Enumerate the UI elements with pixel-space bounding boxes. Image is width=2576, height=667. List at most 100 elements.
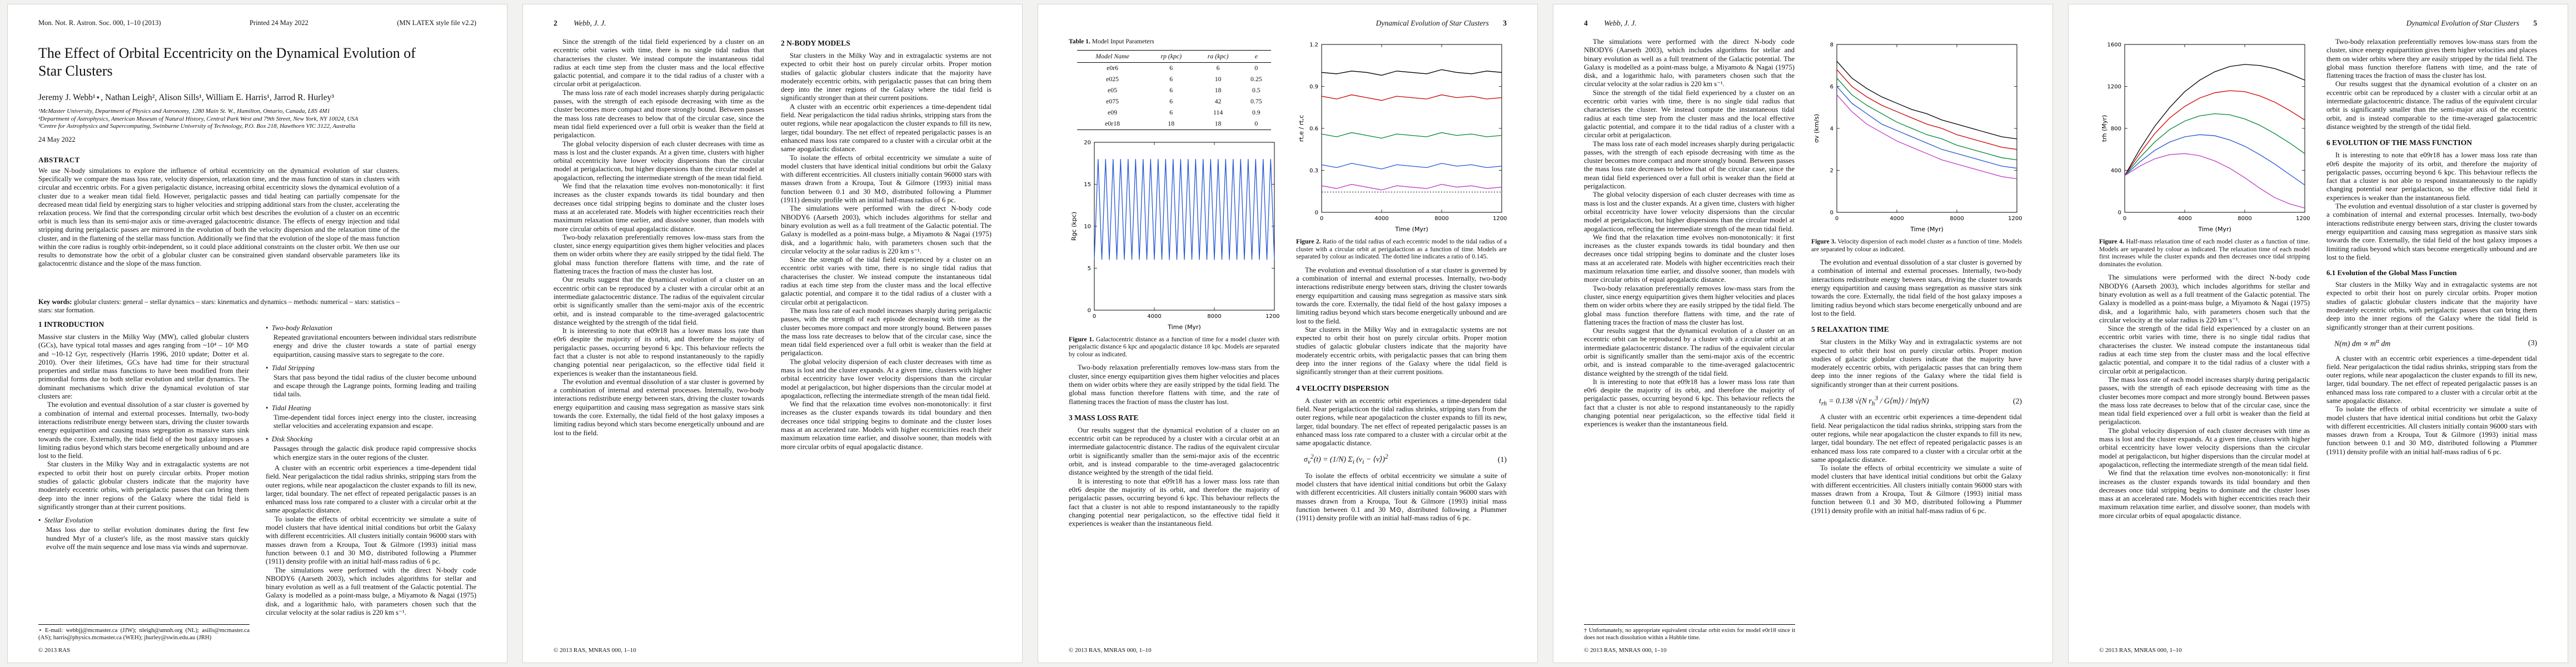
body-paragraph: Star clusters in the Milky Way and in ex… [38, 460, 249, 511]
keywords: Key words: globular clusters: general – … [38, 298, 400, 314]
table-cell: 114 [1213, 108, 1223, 117]
running-header: 2 Webb, J. J. [554, 19, 991, 28]
svg-text:8000: 8000 [2238, 216, 2251, 222]
bullet-description: Stars that pass beyond the tidal radius … [273, 373, 476, 399]
body-paragraph: Star clusters in the Milky Way and in ex… [1811, 338, 2022, 389]
page-4: 4 Webb, J. J. The simulations were perfo… [1553, 4, 2053, 663]
body-paragraph: To isolate the effects of orbital eccent… [781, 153, 991, 205]
svg-text:2: 2 [1830, 168, 1833, 174]
table-cell: 42 [1214, 97, 1222, 106]
figure-1-caption: Figure 1. Galactocentric distance as a f… [1069, 335, 1279, 358]
section-heading-introduction: 1 INTRODUCTION [38, 320, 104, 328]
running-title: Dynamical Evolution of Star Clusters [2406, 19, 2519, 27]
body-paragraph: We find that the relaxation time evolves… [1584, 233, 1795, 284]
table-row: e05 6 18 0.5 [1077, 85, 1271, 96]
body-paragraph: To isolate the effects of orbital eccent… [2326, 405, 2537, 456]
table-header-cell: rp (kpc) [1147, 50, 1195, 63]
bullet-label: Tidal Stripping [266, 364, 476, 372]
bullet-tidal-stripping: Tidal Stripping Stars that pass beyond t… [266, 364, 476, 399]
table-header-cell: e [1241, 50, 1271, 63]
page-number: 5 [2533, 19, 2537, 27]
footnote-dagger: † Unfortunately, no appropriate equivale… [1584, 624, 1795, 641]
svg-text:8: 8 [1830, 42, 1833, 48]
body-paragraph: A cluster with an eccentric orbit experi… [266, 464, 476, 515]
affiliations: ¹McMaster University, Department of Phys… [38, 108, 358, 131]
body-paragraph: The evolution and eventual dissolution o… [1296, 266, 1507, 325]
body-text-block: Since the strength of the tidal field ex… [554, 38, 764, 437]
bullet-two-body-relaxation: Two-body Relaxation Repeated gravitation… [266, 324, 476, 359]
page-number: 4 [1584, 19, 1588, 27]
body-paragraph: The mass loss rate of each model increas… [1584, 140, 1795, 191]
page-number: 2 [554, 19, 557, 27]
body-text-block: The evolution and eventual dissolution o… [1296, 266, 1507, 377]
intro-lead-paragraph: Massive star clusters in the Milky Way (… [38, 333, 249, 401]
page-footer: © 2013 RAS [38, 647, 71, 654]
bullet-description: Time-dependent tidal forces inject energ… [273, 413, 476, 430]
keywords-label: Key words: [38, 298, 72, 306]
svg-text:0: 0 [1315, 210, 1318, 216]
page-2: 2 Webb, J. J. Since the strength of the … [522, 4, 1023, 663]
body-paragraph: Star clusters in the Milky Way and in ex… [1296, 325, 1507, 376]
svg-text:10: 10 [1084, 223, 1091, 230]
svg-text:0: 0 [2123, 216, 2126, 222]
footnote-email: ⋆ E-mail: webbjj@mcmaster.ca (JJW); nlei… [38, 624, 250, 641]
table-1-caption: Table 1. Model Input Parameters [1069, 38, 1154, 45]
body-paragraph: To isolate the effects of orbital eccent… [1811, 464, 2022, 515]
svg-text:20: 20 [1084, 140, 1091, 146]
bullet-tidal-heating: Tidal Heating Time-dependent tidal force… [266, 404, 476, 431]
body-paragraph: It is interesting to note that e09r18 ha… [2326, 151, 2537, 202]
body-paragraph: Two-body relaxation preferentially remov… [1069, 364, 1279, 406]
body-paragraph: The evolution and eventual dissolution o… [1811, 258, 2022, 317]
svg-text:5: 5 [1088, 266, 1091, 272]
body-text-block: Two-body relaxation preferentially remov… [2326, 38, 2537, 131]
table-cell: 6 [1216, 64, 1220, 72]
journal-reference: Mon. Not. R. Astron. Soc. 000, 1–10 (201… [38, 19, 161, 27]
body-paragraph: A cluster with an eccentric orbit experi… [1296, 396, 1507, 447]
body-text-block: A cluster with an eccentric orbit experi… [266, 464, 476, 617]
bullet-label: Stellar Evolution [38, 516, 249, 525]
table-cell: e0r6 [1107, 64, 1119, 72]
running-author: Webb, J. J. [1604, 19, 1637, 27]
body-paragraph: Our results suggest that the dynamical e… [2326, 80, 2537, 131]
table-row: e0r6 6 6 0 [1077, 62, 1271, 74]
style-file-note: (MN LATEX style file v2.2) [397, 19, 476, 27]
affiliation-2: ²Department of Astrophysics, American Mu… [38, 115, 358, 122]
table-header-cell: Model Name [1077, 50, 1148, 63]
section-heading-relaxation-time: 5 RELAXATION TIME [1811, 325, 1889, 334]
page-footer: © 2013 RAS, MNRAS 000, 1–10 [1584, 647, 1667, 654]
body-paragraph: The mass loss rate of each model increas… [781, 306, 991, 357]
page3-column-left: Table 1. Model Input Parameters Model Na… [1069, 38, 1279, 637]
table-1: Model Name rp (kpc) ra (kpc) e e0r6 6 6 0 e025 6 1… [1077, 49, 1271, 130]
running-header: Dynamical Evolution of Star Clusters 5 [2099, 19, 2537, 28]
svg-text:4000: 4000 [1374, 216, 1388, 222]
table-cell: 10 [1214, 75, 1222, 83]
body-paragraph: We find that the relaxation time evolves… [2099, 469, 2310, 520]
body-paragraph: Two-body relaxation preferentially remov… [1584, 284, 1795, 326]
body-text-block: A cluster with an eccentric orbit experi… [1811, 413, 2022, 515]
body-paragraph: Since the strength of the tidal field ex… [554, 38, 764, 88]
body-paragraph: The simulations were performed with the … [781, 205, 991, 255]
abstract-label: ABSTRACT [38, 156, 80, 164]
svg-text:15: 15 [1084, 182, 1091, 188]
svg-text:4000: 4000 [2178, 216, 2191, 222]
body-paragraph: Since the strength of the tidal field ex… [2099, 325, 2310, 375]
body-text-block: The evolution and eventual dissolution o… [1811, 258, 2022, 318]
svg-text:1200: 1200 [2107, 84, 2121, 90]
page4-column-left: The simulations were performed with the … [1584, 38, 1795, 637]
svg-text:800: 800 [2111, 126, 2121, 132]
body-text-block: Our results suggest that the dynamical e… [1069, 426, 1279, 529]
body-paragraph: The global velocity dispersion of each c… [781, 357, 991, 400]
svg-text:8000: 8000 [1207, 313, 1221, 320]
page-footer: © 2013 RAS, MNRAS 000, 1–10 [1069, 647, 1152, 654]
body-paragraph: A cluster with an eccentric orbit experi… [1811, 413, 2022, 464]
